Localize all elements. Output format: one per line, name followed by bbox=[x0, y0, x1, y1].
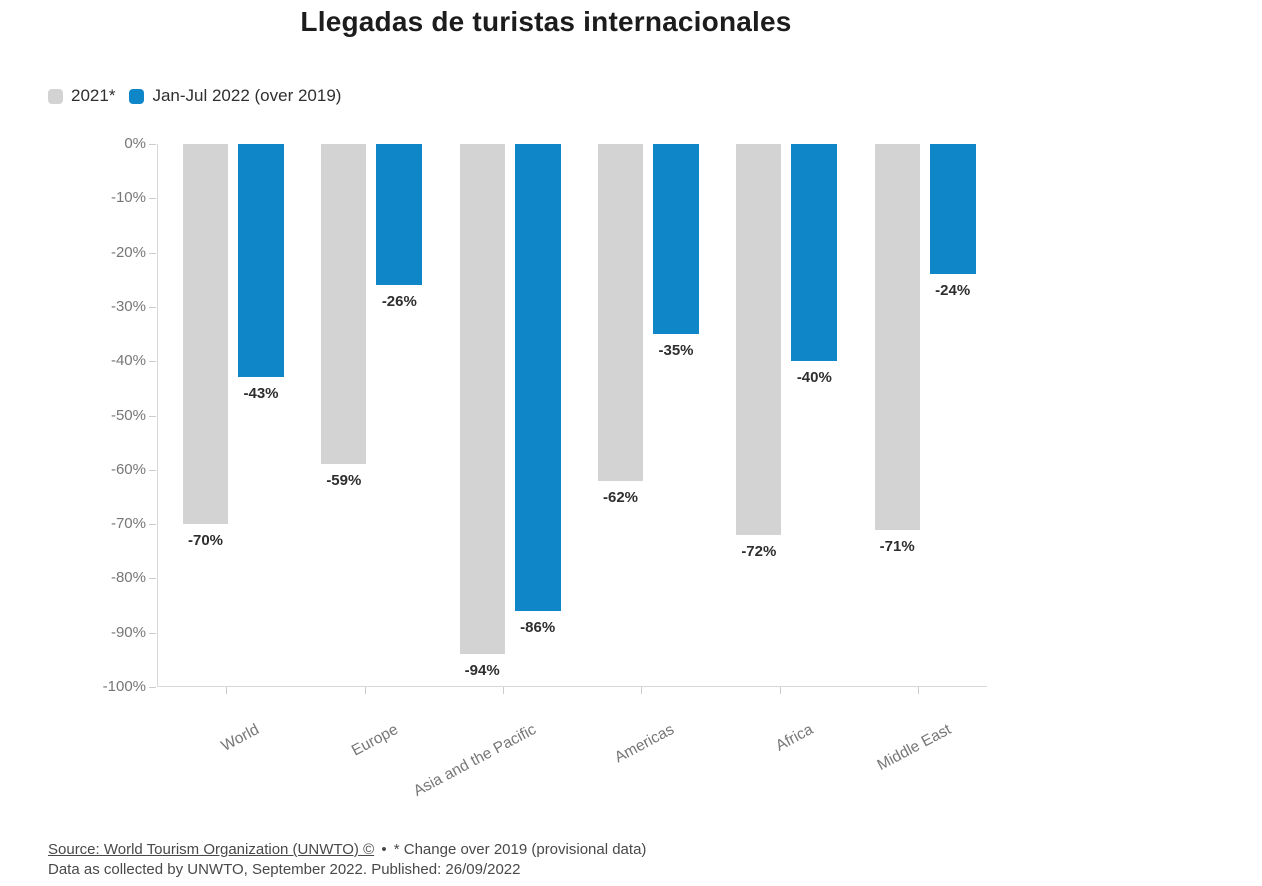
bar-2021--americas[interactable] bbox=[598, 144, 643, 481]
bar-group-asia-and-the-pacific: -94% -86% bbox=[435, 144, 573, 686]
bar-value-label-jan-jul-2022-over-2019--middle-east: -24% bbox=[935, 282, 971, 300]
bar-2021--africa[interactable] bbox=[736, 144, 782, 535]
legend-item-2021-: 2021* bbox=[48, 86, 115, 106]
bar-group-middle-east: -71% -24% bbox=[850, 144, 988, 686]
footer-separator: • bbox=[381, 841, 387, 858]
legend-swatch-icon bbox=[48, 88, 63, 104]
y-axis-tick-mark bbox=[149, 469, 156, 471]
bar-value-label-2021--world: -70% bbox=[187, 532, 224, 550]
footer: Source: World Tourism Organization (UNWT… bbox=[48, 840, 646, 879]
source-link[interactable]: Source: World Tourism Organization (UNWT… bbox=[48, 841, 375, 858]
bar-value-label-2021--middle-east: -71% bbox=[879, 537, 915, 555]
y-axis-tick-mark bbox=[149, 252, 156, 254]
x-axis-label-asia-and-the-pacific: Asia and the Pacific bbox=[410, 721, 539, 800]
y-axis-tick-mark bbox=[149, 306, 156, 308]
x-axis-tick-mark bbox=[917, 687, 919, 694]
bar-value-label-jan-jul-2022-over-2019--africa: -40% bbox=[796, 369, 832, 387]
y-axis-tick-label: -50% bbox=[110, 406, 146, 424]
y-axis-tick-label: -100% bbox=[102, 678, 146, 695]
y-axis-tick-label: -30% bbox=[110, 297, 146, 315]
legend: 2021* Jan-Jul 2022 (over 2019) bbox=[48, 86, 341, 106]
y-axis-tick-mark bbox=[149, 687, 156, 688]
x-axis-tick-mark bbox=[641, 687, 643, 694]
y-axis-tick-label: -90% bbox=[110, 623, 146, 641]
y-axis-tick-mark bbox=[149, 361, 156, 363]
x-axis-label-africa: Africa bbox=[772, 721, 816, 755]
bar-jan-jul-2022-over-2019--world[interactable] bbox=[238, 144, 284, 378]
y-axis-tick-label: 0% bbox=[124, 135, 146, 152]
legend-label: Jan-Jul 2022 (over 2019) bbox=[152, 86, 342, 105]
bar-group-world: -70% -43% bbox=[158, 144, 296, 686]
bar-jan-jul-2022-over-2019--middle-east[interactable] bbox=[929, 144, 976, 275]
plot-area: -70% -43% -59% -26% -94% -86% -62% -35% -72% -40%… bbox=[157, 144, 987, 687]
legend-swatch-icon bbox=[129, 88, 145, 104]
x-axis-tick-mark bbox=[364, 687, 366, 694]
bar-value-label-jan-jul-2022-over-2019--asia-and-the-pacific: -86% bbox=[520, 618, 556, 636]
bar-2021--middle-east[interactable] bbox=[874, 144, 920, 530]
y-axis-tick-mark bbox=[149, 578, 156, 580]
bar-jan-jul-2022-over-2019--europe[interactable] bbox=[376, 144, 423, 286]
bar-2021--asia-and-the-pacific[interactable] bbox=[459, 144, 505, 655]
y-axis-tick-mark bbox=[149, 415, 156, 417]
y-axis-tick-mark bbox=[149, 198, 156, 200]
bar-value-label-2021--africa: -72% bbox=[741, 542, 777, 560]
y-axis-tick-mark bbox=[149, 144, 156, 145]
x-axis-label-europe: Europe bbox=[348, 721, 401, 760]
bar-value-label-jan-jul-2022-over-2019--europe: -26% bbox=[381, 293, 417, 311]
bar-jan-jul-2022-over-2019--asia-and-the-pacific[interactable] bbox=[514, 144, 561, 611]
footer-source-line: Source: World Tourism Organization (UNWT… bbox=[48, 840, 646, 860]
bar-group-africa: -72% -40% bbox=[711, 144, 849, 686]
y-axis-tick-label: -40% bbox=[110, 352, 146, 370]
x-axis-tick-mark bbox=[779, 687, 781, 694]
x-axis-tick-mark bbox=[226, 687, 228, 694]
legend-item-jan-jul-2022-over-2019-: Jan-Jul 2022 (over 2019) bbox=[129, 86, 341, 106]
y-axis-tick-mark bbox=[149, 524, 156, 526]
x-axis-label-americas: Americas bbox=[612, 721, 678, 767]
y-axis-tick-label: -60% bbox=[110, 460, 146, 478]
y-axis-tick-label: -20% bbox=[110, 243, 146, 261]
bar-value-label-jan-jul-2022-over-2019--americas: -35% bbox=[658, 342, 694, 360]
y-axis-tick-label: -10% bbox=[110, 189, 146, 207]
bar-value-label-jan-jul-2022-over-2019--world: -43% bbox=[243, 385, 279, 403]
footer-note: * Change over 2019 (provisional data) bbox=[393, 841, 647, 858]
y-axis-tick-mark bbox=[149, 632, 156, 634]
x-axis-tick-mark bbox=[502, 687, 504, 694]
y-axis-tick-label: -80% bbox=[110, 569, 146, 587]
x-axis-label-world: World bbox=[218, 721, 263, 755]
chart-title: Llegadas de turistas internacionales bbox=[300, 6, 792, 37]
footer-data-note: Data as collected by UNWTO, September 20… bbox=[48, 860, 521, 878]
bar-group-europe: -59% -26% bbox=[296, 144, 434, 686]
bar-value-label-2021--europe: -59% bbox=[326, 472, 362, 490]
bar-value-label-2021--asia-and-the-pacific: -94% bbox=[464, 662, 500, 680]
legend-label: 2021* bbox=[71, 86, 116, 105]
bar-jan-jul-2022-over-2019--americas[interactable] bbox=[653, 144, 699, 335]
bar-value-label-2021--americas: -62% bbox=[602, 488, 639, 506]
bar-2021--world[interactable] bbox=[183, 144, 228, 525]
bar-group-americas: -62% -35% bbox=[573, 144, 711, 686]
bar-2021--europe[interactable] bbox=[321, 144, 367, 465]
y-axis-tick-label: -70% bbox=[110, 515, 146, 533]
bar-jan-jul-2022-over-2019--africa[interactable] bbox=[791, 144, 838, 362]
x-axis-label-middle-east: Middle East bbox=[874, 721, 954, 775]
